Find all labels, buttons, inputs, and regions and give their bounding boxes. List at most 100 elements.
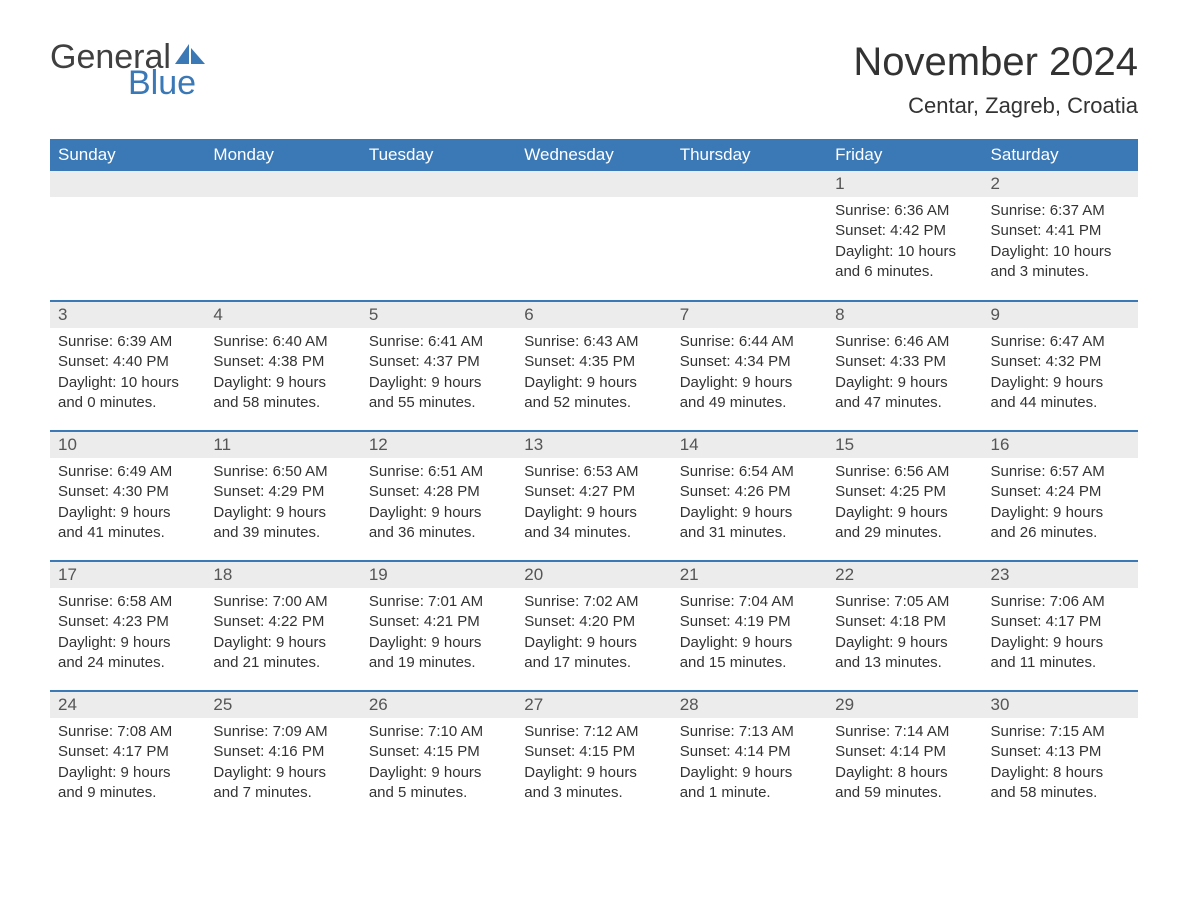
day-details: Sunrise: 7:04 AMSunset: 4:19 PMDaylight:… — [672, 588, 827, 681]
day-details: Sunrise: 7:13 AMSunset: 4:14 PMDaylight:… — [672, 718, 827, 811]
daylight-line2: and 52 minutes. — [524, 393, 663, 413]
sunset: Sunset: 4:17 PM — [991, 612, 1130, 632]
sunrise: Sunrise: 6:46 AM — [835, 332, 974, 352]
sunrise: Sunrise: 6:51 AM — [369, 462, 508, 482]
daylight-line1: Daylight: 9 hours — [58, 633, 197, 653]
day-number: 23 — [983, 562, 1138, 588]
day-number: 21 — [672, 562, 827, 588]
day-details: Sunrise: 7:09 AMSunset: 4:16 PMDaylight:… — [205, 718, 360, 811]
day-number: 3 — [50, 302, 205, 328]
sunrise: Sunrise: 6:37 AM — [991, 201, 1130, 221]
day-cell: 27Sunrise: 7:12 AMSunset: 4:15 PMDayligh… — [516, 691, 671, 821]
sunset: Sunset: 4:24 PM — [991, 482, 1130, 502]
day-cell: 23 Sunrise: 7:06 AMSunset: 4:17 PMDayligh… — [983, 561, 1138, 691]
day-details: Sunrise: 7:14 AMSunset: 4:14 PMDaylight:… — [827, 718, 982, 811]
daylight-line2: and 6 minutes. — [835, 262, 974, 282]
sunrise: Sunrise: 6:53 AM — [524, 462, 663, 482]
location: Centar, Zagreb, Croatia — [853, 93, 1138, 119]
daylight-line1: Daylight: 9 hours — [213, 503, 352, 523]
day-number: 30 — [983, 692, 1138, 718]
week-row: 1Sunrise: 6:36 AMSunset: 4:42 PMDaylight… — [50, 171, 1138, 301]
sunrise: Sunrise: 6:44 AM — [680, 332, 819, 352]
sunset: Sunset: 4:16 PM — [213, 742, 352, 762]
daylight-line1: Daylight: 9 hours — [58, 763, 197, 783]
daylight-line1: Daylight: 9 hours — [835, 633, 974, 653]
daylight-line1: Daylight: 9 hours — [680, 763, 819, 783]
daylight-line2: and 24 minutes. — [58, 653, 197, 673]
day-cell: 29Sunrise: 7:14 AMSunset: 4:14 PMDayligh… — [827, 691, 982, 821]
sunset: Sunset: 4:19 PM — [680, 612, 819, 632]
day-number: 10 — [50, 432, 205, 458]
day-details: Sunrise: 6:46 AMSunset: 4:33 PMDaylight:… — [827, 328, 982, 421]
sunrise: Sunrise: 7:06 AM — [991, 592, 1130, 612]
sunrise: Sunrise: 6:57 AM — [991, 462, 1130, 482]
daylight-line2: and 19 minutes. — [369, 653, 508, 673]
daylight-line1: Daylight: 9 hours — [991, 633, 1130, 653]
month-title: November 2024 — [853, 40, 1138, 85]
day-details: Sunrise: 6:41 AMSunset: 4:37 PMDaylight:… — [361, 328, 516, 421]
sunset: Sunset: 4:15 PM — [524, 742, 663, 762]
day-details: Sunrise: 6:40 AMSunset: 4:38 PMDaylight:… — [205, 328, 360, 421]
day-cell — [361, 171, 516, 301]
week-row: 17Sunrise: 6:58 AMSunset: 4:23 PMDayligh… — [50, 561, 1138, 691]
daylight-line1: Daylight: 9 hours — [213, 633, 352, 653]
sunset: Sunset: 4:20 PM — [524, 612, 663, 632]
day-number: 4 — [205, 302, 360, 328]
header: General Blue November 2024 Centar, Zagre… — [50, 40, 1138, 119]
day-details: Sunrise: 6:43 AMSunset: 4:35 PMDaylight:… — [516, 328, 671, 421]
day-details: Sunrise: 6:51 AMSunset: 4:28 PMDaylight:… — [361, 458, 516, 551]
sunset: Sunset: 4:37 PM — [369, 352, 508, 372]
daylight-line2: and 3 minutes. — [991, 262, 1130, 282]
daylight-line2: and 39 minutes. — [213, 523, 352, 543]
daylight-line2: and 3 minutes. — [524, 783, 663, 803]
sunrise: Sunrise: 7:09 AM — [213, 722, 352, 742]
daylight-line2: and 41 minutes. — [58, 523, 197, 543]
day-cell: 9Sunrise: 6:47 AMSunset: 4:32 PMDaylight… — [983, 301, 1138, 431]
daylight-line1: Daylight: 9 hours — [991, 373, 1130, 393]
daylight-line2: and 34 minutes. — [524, 523, 663, 543]
day-number — [361, 171, 516, 197]
daylight-line2: and 7 minutes. — [213, 783, 352, 803]
day-cell — [672, 171, 827, 301]
day-number: 15 — [827, 432, 982, 458]
day-details: Sunrise: 6:56 AMSunset: 4:25 PMDaylight:… — [827, 458, 982, 551]
title-block: November 2024 Centar, Zagreb, Croatia — [853, 40, 1138, 119]
day-cell: 18Sunrise: 7:00 AMSunset: 4:22 PMDayligh… — [205, 561, 360, 691]
daylight-line2: and 58 minutes. — [991, 783, 1130, 803]
day-number — [50, 171, 205, 197]
sunrise: Sunrise: 7:14 AM — [835, 722, 974, 742]
day-header-row: Sunday Monday Tuesday Wednesday Thursday… — [50, 139, 1138, 171]
sunset: Sunset: 4:25 PM — [835, 482, 974, 502]
daylight-line2: and 11 minutes. — [991, 653, 1130, 673]
col-thursday: Thursday — [672, 139, 827, 171]
sunrise: Sunrise: 6:43 AM — [524, 332, 663, 352]
daylight-line2: and 21 minutes. — [213, 653, 352, 673]
day-number: 2 — [983, 171, 1138, 197]
daylight-line1: Daylight: 10 hours — [835, 242, 974, 262]
daylight-line2: and 55 minutes. — [369, 393, 508, 413]
day-cell: 8Sunrise: 6:46 AMSunset: 4:33 PMDaylight… — [827, 301, 982, 431]
day-cell: 3Sunrise: 6:39 AMSunset: 4:40 PMDaylight… — [50, 301, 205, 431]
daylight-line1: Daylight: 9 hours — [835, 503, 974, 523]
daylight-line1: Daylight: 9 hours — [524, 503, 663, 523]
day-details: Sunrise: 7:00 AMSunset: 4:22 PMDaylight:… — [205, 588, 360, 681]
col-friday: Friday — [827, 139, 982, 171]
daylight-line1: Daylight: 9 hours — [369, 373, 508, 393]
col-tuesday: Tuesday — [361, 139, 516, 171]
day-cell: 30Sunrise: 7:15 AMSunset: 4:13 PMDayligh… — [983, 691, 1138, 821]
daylight-line1: Daylight: 9 hours — [524, 373, 663, 393]
daylight-line2: and 49 minutes. — [680, 393, 819, 413]
sunset: Sunset: 4:14 PM — [835, 742, 974, 762]
day-cell: 24Sunrise: 7:08 AMSunset: 4:17 PMDayligh… — [50, 691, 205, 821]
daylight-line1: Daylight: 10 hours — [991, 242, 1130, 262]
sunrise: Sunrise: 7:05 AM — [835, 592, 974, 612]
day-number: 6 — [516, 302, 671, 328]
day-details: Sunrise: 7:10 AMSunset: 4:15 PMDaylight:… — [361, 718, 516, 811]
sunset: Sunset: 4:14 PM — [680, 742, 819, 762]
calendar-table: Sunday Monday Tuesday Wednesday Thursday… — [50, 139, 1138, 821]
daylight-line2: and 31 minutes. — [680, 523, 819, 543]
day-number: 16 — [983, 432, 1138, 458]
daylight-line2: and 1 minute. — [680, 783, 819, 803]
daylight-line1: Daylight: 9 hours — [369, 633, 508, 653]
day-number: 20 — [516, 562, 671, 588]
